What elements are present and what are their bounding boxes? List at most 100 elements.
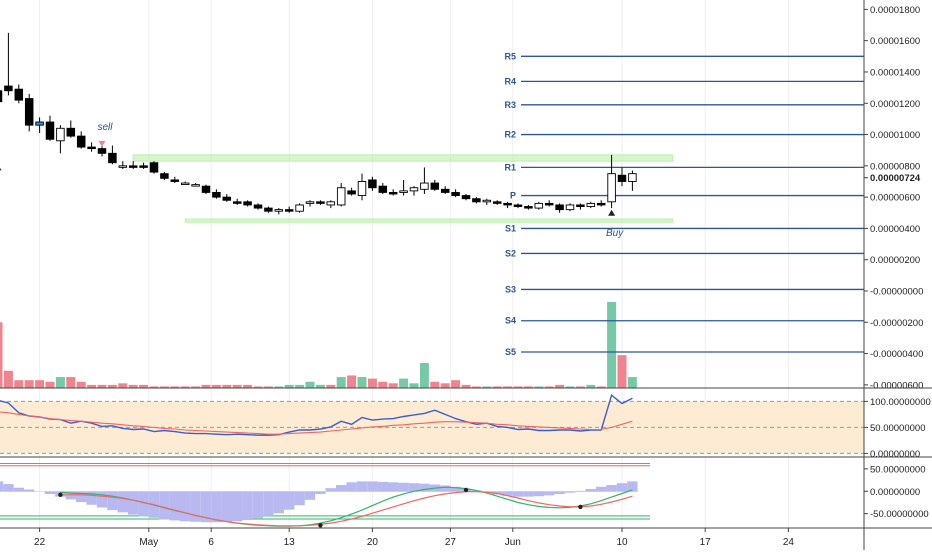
time-axis-label: 17 bbox=[700, 537, 712, 548]
macd-histogram-bar bbox=[252, 491, 264, 519]
candle-body bbox=[326, 201, 336, 206]
rsi-axis-label: 50.00000000 bbox=[870, 423, 925, 434]
time-axis-label: 20 bbox=[367, 537, 379, 548]
zone-1 bbox=[184, 218, 674, 223]
macd-histogram-bar bbox=[232, 491, 243, 522]
volume-bar bbox=[430, 381, 440, 388]
macd-histogram-bar bbox=[585, 489, 596, 492]
candle-body bbox=[4, 85, 13, 92]
volume-bar bbox=[503, 386, 513, 388]
volume-bar bbox=[419, 362, 429, 388]
macd-axis-label: -50.00000000 bbox=[870, 509, 929, 520]
candle-body bbox=[316, 201, 325, 204]
candle-body bbox=[56, 127, 65, 142]
candle-body bbox=[139, 165, 148, 168]
macd-histogram-bar bbox=[564, 491, 576, 493]
candles bbox=[0, 32, 637, 215]
macd-cross-point bbox=[318, 523, 323, 528]
macd-histogram-bar bbox=[377, 481, 388, 492]
volume-bar bbox=[232, 384, 242, 388]
macd-histogram-bar bbox=[273, 491, 284, 514]
candle-body bbox=[482, 199, 492, 203]
macd-histogram-bar bbox=[211, 491, 222, 523]
volume-bar bbox=[118, 383, 128, 388]
candle-body bbox=[170, 179, 180, 182]
price-axis-label: 0.00001200 bbox=[870, 99, 920, 110]
volume-bar bbox=[253, 386, 263, 388]
macd-histogram-bar bbox=[159, 491, 170, 520]
price-axis-label: 0.00001000 bbox=[870, 130, 920, 141]
price-axis-label: -0.00000200 bbox=[870, 318, 923, 329]
time-axis-label: 10 bbox=[616, 537, 628, 548]
volume-bar bbox=[191, 386, 201, 388]
macd-histogram-bar bbox=[304, 491, 316, 500]
candle-body bbox=[596, 202, 606, 206]
macd-cross-point bbox=[463, 487, 469, 493]
macd-histogram-bar bbox=[325, 488, 336, 492]
macd-histogram-bar bbox=[367, 481, 378, 492]
buy-marker-icon bbox=[608, 209, 616, 216]
volume-bar bbox=[461, 384, 471, 388]
candle-body bbox=[440, 188, 450, 193]
macd-histogram-bar bbox=[107, 491, 118, 511]
macd-histogram-bar bbox=[315, 491, 326, 494]
time-axis-label: 22 bbox=[34, 537, 46, 548]
macd-histogram-bar bbox=[263, 491, 274, 516]
rsi-line bbox=[0, 394, 633, 436]
macd-histogram-bar bbox=[492, 491, 503, 495]
volume-bar bbox=[66, 377, 76, 388]
macd-histogram-bar bbox=[86, 491, 97, 505]
candle-body bbox=[399, 190, 408, 193]
macd-histogram-bar bbox=[76, 491, 87, 503]
volume-bar bbox=[451, 380, 461, 388]
macd-histogram-bar bbox=[533, 491, 544, 497]
candle-body bbox=[212, 191, 221, 198]
volume-bar bbox=[482, 386, 492, 388]
volume-bar bbox=[295, 384, 305, 388]
price-axis-label: -0.00000600 bbox=[870, 380, 923, 391]
candle-body bbox=[347, 190, 356, 195]
pivot-label-r1: R1 bbox=[504, 162, 516, 172]
candle-body bbox=[513, 204, 523, 207]
macd-histogram-bar bbox=[180, 491, 191, 522]
time-axis-label: 6 bbox=[208, 537, 214, 548]
macd-cross-point bbox=[58, 492, 63, 498]
volume-bar bbox=[14, 380, 24, 388]
time-axis-label: Jun bbox=[505, 537, 521, 548]
volume-bar bbox=[326, 384, 336, 388]
macd-histogram-bar bbox=[616, 483, 628, 492]
volume-bar bbox=[492, 386, 502, 388]
macd-histogram-bar bbox=[13, 487, 24, 492]
macd-histogram-bar bbox=[294, 491, 305, 506]
volume-bar bbox=[347, 375, 357, 388]
candle-body bbox=[76, 135, 86, 148]
volume-bar bbox=[471, 386, 481, 388]
volume-bar bbox=[284, 384, 294, 388]
candle-body bbox=[378, 185, 388, 193]
candle-body bbox=[149, 162, 159, 173]
volume-bar bbox=[367, 378, 377, 388]
price-axis-label: 0.00001400 bbox=[870, 67, 920, 78]
candle-body bbox=[368, 179, 377, 189]
macd-histogram-bar bbox=[408, 483, 420, 492]
volume-bar bbox=[627, 377, 637, 388]
volume-bar bbox=[211, 384, 221, 388]
macd-histogram-bar bbox=[169, 491, 180, 521]
macd-histogram-bar bbox=[606, 484, 617, 492]
volume-bars bbox=[0, 301, 637, 388]
volume-bar bbox=[565, 386, 575, 388]
rsi-axis-label: 100.00000000 bbox=[870, 397, 931, 408]
volume-bar bbox=[305, 381, 315, 388]
price-axis-label: 0.00000400 bbox=[870, 224, 920, 235]
macd-cross-point bbox=[578, 504, 583, 510]
volume-bar bbox=[263, 386, 273, 388]
macd-histogram-bar bbox=[138, 491, 149, 517]
candle-body bbox=[492, 201, 502, 204]
macd-histogram-bar bbox=[596, 486, 607, 492]
volume-bar bbox=[128, 384, 138, 388]
rsi-ma-line bbox=[0, 411, 633, 435]
macd-histogram-bar bbox=[627, 481, 638, 492]
macd-histogram-bar bbox=[450, 486, 461, 492]
volume-bar bbox=[55, 377, 65, 388]
